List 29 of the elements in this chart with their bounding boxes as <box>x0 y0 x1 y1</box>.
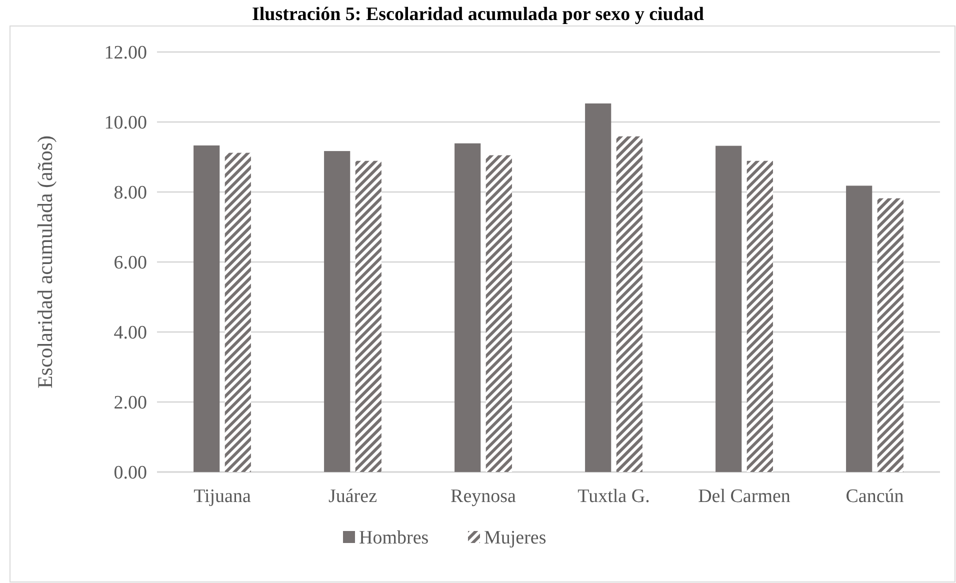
legend-label: Hombres <box>359 528 429 549</box>
bar <box>486 155 512 472</box>
y-tick-label: 6.00 <box>114 252 147 274</box>
x-tick-label: Del Carmen <box>698 486 791 507</box>
bar <box>616 136 642 472</box>
bar <box>324 151 350 472</box>
x-tick-label: Reynosa <box>450 486 517 507</box>
bar <box>355 160 382 472</box>
chart-title: Ilustración 5: Escolaridad acumulada por sexo y ciudad <box>252 4 704 25</box>
x-tick-label: Juárez <box>328 486 378 507</box>
bar <box>585 103 612 472</box>
y-tick-label: 10.00 <box>104 112 147 134</box>
bar <box>454 143 481 472</box>
legend-label: Mujeres <box>484 528 546 549</box>
x-tick-label: Tijuana <box>194 486 252 507</box>
bar <box>224 152 251 472</box>
y-tick-label: 0.00 <box>114 462 147 484</box>
bar <box>877 198 904 472</box>
bar <box>716 146 742 472</box>
bar <box>194 145 220 472</box>
bar <box>846 186 872 472</box>
y-axis-title: Escolaridad acumulada (años) <box>33 135 57 389</box>
y-tick-label: 2.00 <box>114 392 147 414</box>
y-tick-label: 4.00 <box>114 322 147 344</box>
x-tick-label: Tuxtla G. <box>578 486 650 507</box>
y-tick-label: 8.00 <box>114 182 147 204</box>
y-tick-label: 12.00 <box>104 42 147 64</box>
x-tick-label: Cancún <box>846 486 904 507</box>
bar <box>746 160 773 472</box>
